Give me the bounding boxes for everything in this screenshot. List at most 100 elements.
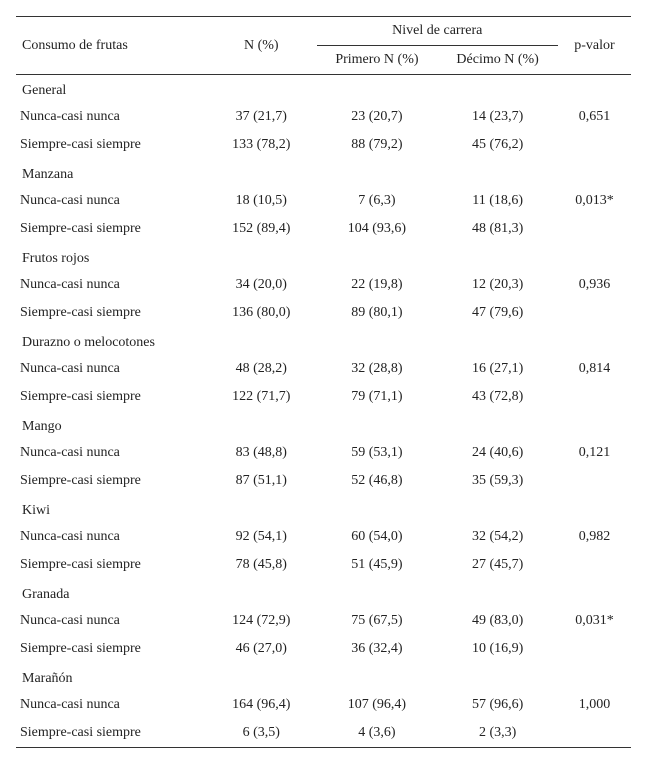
cell-decimo: 49 (83,0)	[437, 607, 558, 635]
cell-pvalor: 0,814	[558, 355, 631, 383]
row-label: Siempre-casi siempre	[16, 635, 206, 663]
row-label: Nunca-casi nunca	[16, 271, 206, 299]
header-group-nivel: Nivel de carrera	[317, 17, 558, 46]
table-row: Siempre-casi siempre6 (3,5)4 (3,6)2 (3,3…	[16, 719, 631, 748]
cell-n: 18 (10,5)	[206, 187, 317, 215]
category-label: Frutos rojos	[16, 243, 631, 271]
cell-n: 136 (80,0)	[206, 299, 317, 327]
row-label: Siempre-casi siempre	[16, 383, 206, 411]
row-label: Nunca-casi nunca	[16, 607, 206, 635]
row-label: Nunca-casi nunca	[16, 523, 206, 551]
cell-n: 37 (21,7)	[206, 103, 317, 131]
cell-n: 164 (96,4)	[206, 691, 317, 719]
cell-n: 92 (54,1)	[206, 523, 317, 551]
cell-n: 78 (45,8)	[206, 551, 317, 579]
cell-decimo: 32 (54,2)	[437, 523, 558, 551]
row-label: Siempre-casi siempre	[16, 467, 206, 495]
table-row: Siempre-casi siempre122 (71,7)79 (71,1)4…	[16, 383, 631, 411]
cell-decimo: 57 (96,6)	[437, 691, 558, 719]
cell-primero: 59 (53,1)	[317, 439, 438, 467]
table-body: GeneralNunca-casi nunca37 (21,7)23 (20,7…	[16, 75, 631, 748]
row-label: Siempre-casi siempre	[16, 719, 206, 748]
cell-primero: 79 (71,1)	[317, 383, 438, 411]
table-row: Nunca-casi nunca34 (20,0)22 (19,8)12 (20…	[16, 271, 631, 299]
cell-n: 152 (89,4)	[206, 215, 317, 243]
fruit-consumption-table: Consumo de frutas N (%) Nivel de carrera…	[16, 16, 631, 748]
cell-pvalor	[558, 551, 631, 579]
cell-primero: 23 (20,7)	[317, 103, 438, 131]
cell-decimo: 2 (3,3)	[437, 719, 558, 748]
cell-decimo: 12 (20,3)	[437, 271, 558, 299]
row-label: Siempre-casi siempre	[16, 131, 206, 159]
category-label: Kiwi	[16, 495, 631, 523]
cell-decimo: 43 (72,8)	[437, 383, 558, 411]
cell-decimo: 16 (27,1)	[437, 355, 558, 383]
cell-pvalor: 0,651	[558, 103, 631, 131]
table-row: Siempre-casi siempre133 (78,2)88 (79,2)4…	[16, 131, 631, 159]
cell-n: 6 (3,5)	[206, 719, 317, 748]
cell-primero: 22 (19,8)	[317, 271, 438, 299]
cell-primero: 32 (28,8)	[317, 355, 438, 383]
cell-pvalor	[558, 719, 631, 748]
cell-primero: 89 (80,1)	[317, 299, 438, 327]
cell-pvalor: 0,031*	[558, 607, 631, 635]
table-row: Nunca-casi nunca18 (10,5)7 (6,3)11 (18,6…	[16, 187, 631, 215]
category-label: Manzana	[16, 159, 631, 187]
cell-decimo: 10 (16,9)	[437, 635, 558, 663]
row-label: Siempre-casi siempre	[16, 299, 206, 327]
cell-decimo: 48 (81,3)	[437, 215, 558, 243]
cell-n: 34 (20,0)	[206, 271, 317, 299]
table-row: Siempre-casi siempre46 (27,0)36 (32,4)10…	[16, 635, 631, 663]
cell-primero: 7 (6,3)	[317, 187, 438, 215]
cell-decimo: 35 (59,3)	[437, 467, 558, 495]
cell-primero: 104 (93,6)	[317, 215, 438, 243]
row-label: Siempre-casi siempre	[16, 551, 206, 579]
cell-primero: 107 (96,4)	[317, 691, 438, 719]
row-label: Nunca-casi nunca	[16, 187, 206, 215]
table-header: Consumo de frutas N (%) Nivel de carrera…	[16, 17, 631, 75]
cell-pvalor: 1,000	[558, 691, 631, 719]
table-row: Siempre-casi siempre87 (51,1)52 (46,8)35…	[16, 467, 631, 495]
cell-primero: 52 (46,8)	[317, 467, 438, 495]
cell-primero: 60 (54,0)	[317, 523, 438, 551]
cell-n: 87 (51,1)	[206, 467, 317, 495]
header-decimo: Décimo N (%)	[437, 46, 558, 75]
cell-pvalor	[558, 467, 631, 495]
cell-n: 124 (72,9)	[206, 607, 317, 635]
cell-n: 46 (27,0)	[206, 635, 317, 663]
table-row: Nunca-casi nunca164 (96,4)107 (96,4)57 (…	[16, 691, 631, 719]
table-row: Nunca-casi nunca92 (54,1)60 (54,0)32 (54…	[16, 523, 631, 551]
row-label: Siempre-casi siempre	[16, 215, 206, 243]
category-label: Durazno o melocotones	[16, 327, 631, 355]
header-n: N (%)	[206, 17, 317, 75]
table-row: Nunca-casi nunca48 (28,2)32 (28,8)16 (27…	[16, 355, 631, 383]
cell-pvalor	[558, 215, 631, 243]
category-label: General	[16, 75, 631, 104]
cell-pvalor	[558, 299, 631, 327]
cell-n: 48 (28,2)	[206, 355, 317, 383]
cell-n: 83 (48,8)	[206, 439, 317, 467]
cell-pvalor: 0,013*	[558, 187, 631, 215]
cell-decimo: 24 (40,6)	[437, 439, 558, 467]
cell-primero: 75 (67,5)	[317, 607, 438, 635]
cell-pvalor: 0,982	[558, 523, 631, 551]
table-row: Siempre-casi siempre78 (45,8)51 (45,9)27…	[16, 551, 631, 579]
cell-pvalor	[558, 383, 631, 411]
cell-n: 122 (71,7)	[206, 383, 317, 411]
header-consumo: Consumo de frutas	[16, 17, 206, 75]
cell-primero: 36 (32,4)	[317, 635, 438, 663]
cell-pvalor: 0,936	[558, 271, 631, 299]
table-row: Nunca-casi nunca83 (48,8)59 (53,1)24 (40…	[16, 439, 631, 467]
table-row: Nunca-casi nunca37 (21,7)23 (20,7)14 (23…	[16, 103, 631, 131]
category-label: Mango	[16, 411, 631, 439]
cell-primero: 4 (3,6)	[317, 719, 438, 748]
category-label: Granada	[16, 579, 631, 607]
table-row: Siempre-casi siempre136 (80,0)89 (80,1)4…	[16, 299, 631, 327]
cell-decimo: 45 (76,2)	[437, 131, 558, 159]
row-label: Nunca-casi nunca	[16, 439, 206, 467]
header-primero: Primero N (%)	[317, 46, 438, 75]
cell-decimo: 11 (18,6)	[437, 187, 558, 215]
cell-n: 133 (78,2)	[206, 131, 317, 159]
table-row: Nunca-casi nunca124 (72,9)75 (67,5)49 (8…	[16, 607, 631, 635]
row-label: Nunca-casi nunca	[16, 103, 206, 131]
